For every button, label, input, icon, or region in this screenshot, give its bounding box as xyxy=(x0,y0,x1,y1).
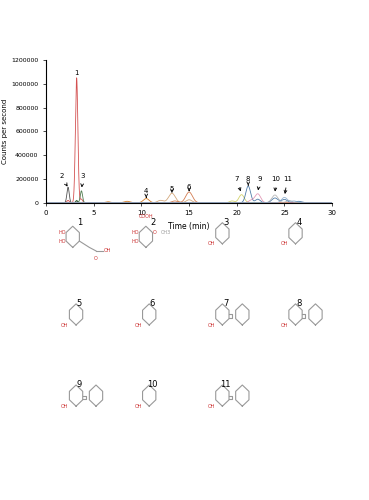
Text: 11: 11 xyxy=(283,176,292,193)
Text: OH: OH xyxy=(61,322,69,328)
Text: 1: 1 xyxy=(77,218,82,227)
Text: OH: OH xyxy=(61,404,69,408)
Text: O: O xyxy=(153,230,157,235)
Text: 1: 1 xyxy=(75,70,79,76)
Text: 6: 6 xyxy=(187,184,192,190)
Text: HO: HO xyxy=(59,238,66,244)
Text: 7: 7 xyxy=(235,176,241,190)
Text: OH: OH xyxy=(207,242,215,246)
Text: 9: 9 xyxy=(257,176,262,190)
Text: 3: 3 xyxy=(223,218,228,227)
X-axis label: Time (min): Time (min) xyxy=(168,222,210,231)
Text: OH: OH xyxy=(281,242,288,246)
Text: OH: OH xyxy=(207,404,215,408)
Text: HO: HO xyxy=(131,238,139,244)
Text: 9: 9 xyxy=(77,380,82,389)
Text: COOH: COOH xyxy=(139,214,153,219)
Text: 10: 10 xyxy=(271,176,280,190)
Text: O: O xyxy=(94,256,98,261)
Text: 5: 5 xyxy=(170,186,174,192)
Text: OH: OH xyxy=(103,248,111,254)
Text: 5: 5 xyxy=(77,299,82,308)
Text: HO: HO xyxy=(59,230,66,235)
Text: 7: 7 xyxy=(223,299,228,308)
Text: CH3: CH3 xyxy=(161,230,171,235)
Text: 3: 3 xyxy=(80,174,85,186)
Text: HO: HO xyxy=(131,230,139,235)
Text: 6: 6 xyxy=(150,299,155,308)
Text: 4: 4 xyxy=(144,188,148,198)
Y-axis label: Counts per second: Counts per second xyxy=(3,98,8,164)
Text: OH: OH xyxy=(281,322,288,328)
Text: 2: 2 xyxy=(150,218,155,227)
Text: OH: OH xyxy=(207,322,215,328)
Text: 11: 11 xyxy=(220,380,231,389)
Text: OH: OH xyxy=(134,404,142,408)
Text: 4: 4 xyxy=(296,218,301,227)
Text: 10: 10 xyxy=(147,380,158,389)
Text: 2: 2 xyxy=(59,174,67,186)
Text: 8: 8 xyxy=(246,176,251,185)
Text: OH: OH xyxy=(134,322,142,328)
Text: 8: 8 xyxy=(296,299,301,308)
